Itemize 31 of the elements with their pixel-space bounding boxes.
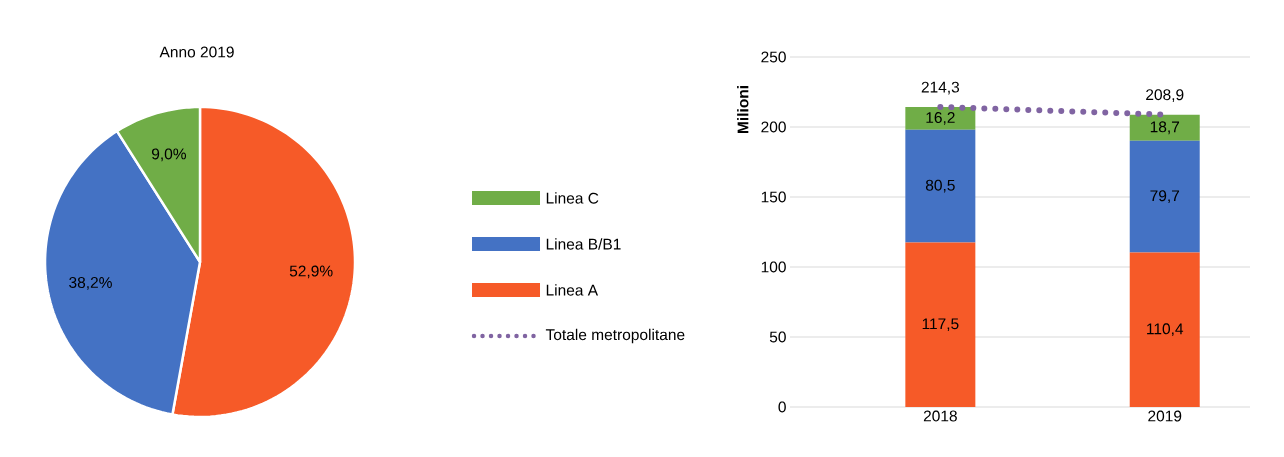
data-label: 214,3 [921, 81, 960, 95]
y-tick-label: 250 [761, 51, 786, 63]
y-tick-label: 150 [761, 191, 786, 203]
bar [905, 129, 976, 243]
x-tick-label: 2019 [1148, 410, 1182, 422]
data-label: 38,2% [69, 276, 112, 290]
y-tick-label: 200 [761, 121, 786, 133]
bar [1129, 140, 1200, 253]
data-label: 110,4 [1147, 323, 1184, 337]
bar [905, 107, 976, 130]
data-label: 16,2 [926, 112, 955, 125]
bar [905, 242, 976, 407]
data-label: 18,7 [1150, 121, 1180, 135]
legend-label: Linea B/B1 [546, 238, 621, 250]
data-label: 208,9 [1146, 89, 1184, 102]
data-label: 9,0% [151, 148, 187, 162]
legend-label: Linea A [546, 284, 599, 296]
y-tick-label: 50 [769, 331, 786, 343]
y-tick-label: 0 [778, 401, 786, 413]
bar [1129, 114, 1200, 141]
legend-label: Totale metropolitane [545, 328, 685, 344]
data-label: 79,7 [1150, 190, 1180, 204]
y-axis-title: Milioni [737, 86, 749, 133]
data-label: 117,5 [922, 318, 959, 332]
data-label: 80,5 [925, 179, 955, 193]
y-tick-label: 100 [761, 261, 786, 273]
x-tick-label: 2018 [923, 410, 957, 422]
legend-label: Linea C [546, 192, 599, 204]
chart-title: Anno 2019 [159, 46, 234, 58]
bar [1129, 252, 1200, 407]
data-label: 52,9% [289, 265, 333, 279]
